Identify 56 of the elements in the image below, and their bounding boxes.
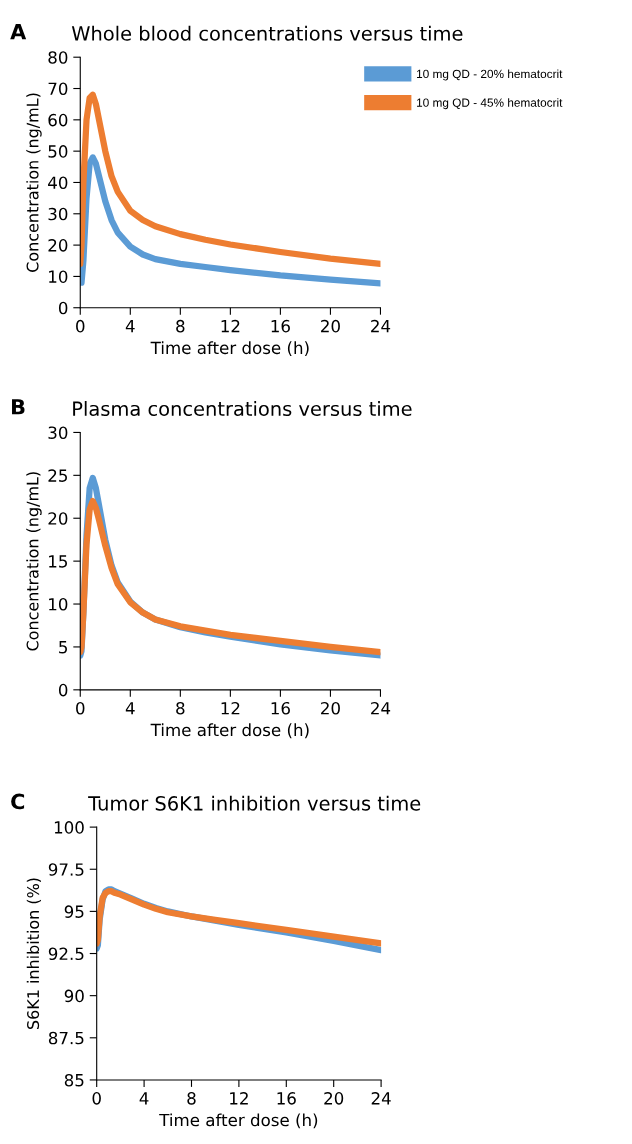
x-tick-label: 12: [230, 1092, 248, 1105]
x-tick-label: 16: [277, 1092, 296, 1105]
y-tick-label: 20: [48, 239, 68, 252]
text: B: [12, 399, 25, 415]
x-tick-label: 24: [371, 701, 391, 715]
y-tick-label: 25: [48, 469, 67, 482]
y-tick-label: 20: [48, 512, 68, 525]
y-tick-label: 30: [48, 207, 68, 221]
x-tick-label: 8: [187, 1092, 196, 1105]
y-tick-label: 87.5: [48, 1031, 84, 1045]
y-axis-title: Concentration (ng/mL): [26, 472, 42, 651]
y-tick-label: 90: [64, 989, 84, 1003]
y-tick-label: 95: [64, 905, 84, 918]
y-tick-label: 80: [48, 51, 68, 64]
chart-title: Plasma concentrations versus time: [73, 400, 412, 417]
x-tick-label: 8: [176, 319, 185, 333]
legend-label: 10 mg QD - 45% hematocrit: [417, 98, 563, 110]
x-tick-label: 24: [371, 1092, 391, 1105]
x-tick-label: 0: [92, 1092, 101, 1105]
y-tick-label: 10: [49, 270, 68, 283]
chart-title: Tumor S6K1 inhibition versus time: [88, 795, 421, 811]
x-tick-label: 20: [321, 701, 340, 715]
x-tick-label: 20: [321, 319, 340, 333]
y-tick-label: 60: [48, 113, 68, 127]
legend-label: 10 mg QD - 20% hematocrit: [417, 69, 563, 81]
y-tick-label: 30: [48, 426, 68, 439]
x-axis-title: Time after dose (h): [159, 1113, 318, 1129]
x-tick-label: 4: [139, 1092, 149, 1105]
x-tick-label: 8: [176, 701, 185, 715]
x-axis-title: Time after dose (h): [150, 723, 309, 739]
x-tick-label: 4: [125, 702, 135, 715]
y-tick-label: 0: [58, 683, 68, 697]
y-tick-label: 85: [64, 1073, 84, 1087]
text: C: [11, 793, 25, 810]
x-tick-label: 4: [125, 320, 135, 333]
text: A: [10, 23, 27, 40]
y-tick-label: 15: [49, 555, 67, 568]
x-tick-label: 16: [271, 701, 290, 715]
x-tick-label: 12: [221, 319, 240, 333]
y-tick-label: 100: [54, 821, 84, 834]
chart-title: Whole blood concentrations versus time: [71, 25, 463, 41]
y-tick-label: 40: [48, 176, 68, 190]
y-tick-label: 5: [59, 641, 67, 654]
x-tick-label: 12: [221, 701, 240, 715]
x-tick-label: 16: [271, 319, 290, 333]
x-tick-label: 24: [371, 319, 391, 333]
y-axis-title: S6K1 inhibition (%): [26, 878, 42, 1029]
x-tick-label: 20: [324, 1092, 344, 1105]
y-axis-title: Concentration (ng/mL): [26, 93, 42, 272]
y-tick-label: 50: [48, 145, 68, 158]
y-tick-label: 10: [49, 597, 68, 611]
y-tick-label: 92.5: [48, 947, 84, 961]
y-tick-label: 0: [58, 301, 68, 315]
y-tick-label: 97.5: [48, 863, 84, 876]
x-axis-title: Time after dose (h): [150, 341, 309, 357]
y-tick-label: 70: [48, 82, 68, 96]
